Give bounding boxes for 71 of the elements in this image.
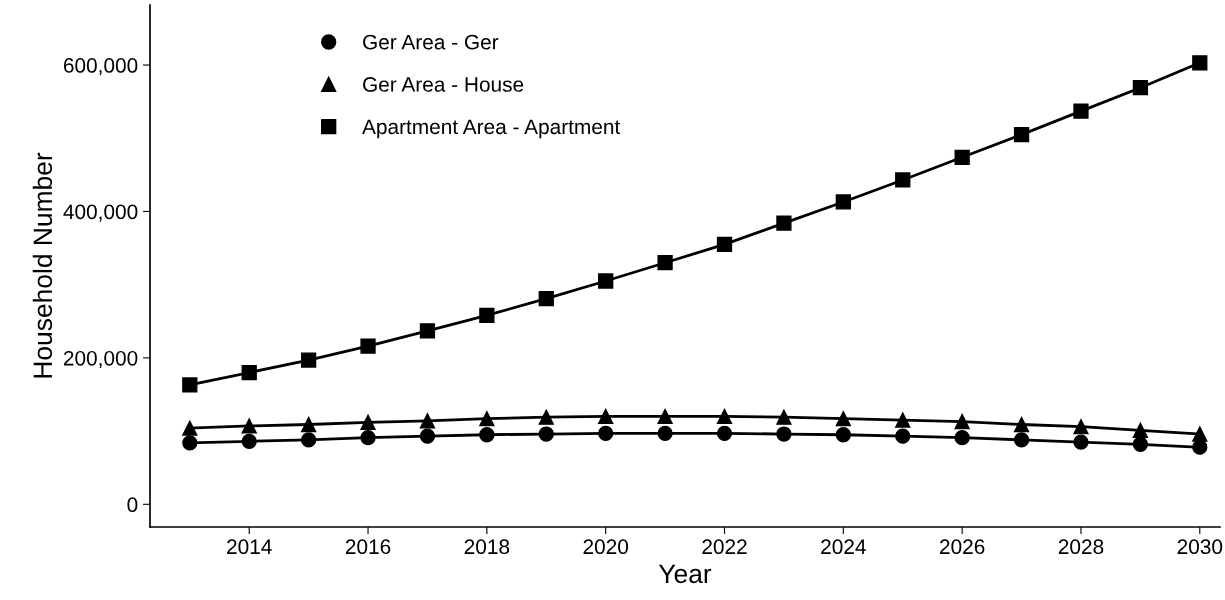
- point: [1013, 416, 1030, 433]
- x-tick-label: 2018: [464, 539, 510, 555]
- point: [598, 408, 614, 425]
- x-tick-label: 2026: [940, 539, 985, 555]
- point: [300, 416, 317, 433]
- x-tick-label: 2022: [702, 539, 747, 555]
- point: [954, 430, 970, 446]
- y-tick-label: 200,000: [63, 350, 138, 369]
- point: [419, 428, 436, 444]
- point: [360, 430, 376, 446]
- legend-label: Ger Area - House: [363, 77, 524, 92]
- point: [1073, 103, 1089, 119]
- legend-label: Ger Area - Ger: [363, 34, 499, 50]
- point: [716, 236, 733, 253]
- x-tick-label: 2020: [583, 539, 629, 555]
- point: [300, 352, 317, 368]
- point: [182, 420, 198, 436]
- point: [1132, 80, 1149, 96]
- point: [598, 273, 614, 289]
- point: [895, 428, 911, 444]
- x-tick-label: 2030: [1177, 539, 1223, 555]
- x-tick-label: 2014: [227, 539, 272, 555]
- point: [182, 435, 198, 451]
- point: [1073, 419, 1089, 435]
- point: [182, 377, 198, 393]
- point: [479, 427, 495, 443]
- point: [657, 408, 673, 425]
- point: [241, 433, 257, 449]
- point: [598, 425, 614, 441]
- x-tick-label: 2024: [821, 539, 866, 555]
- point: [538, 409, 554, 425]
- point: [657, 255, 673, 271]
- point: [419, 413, 436, 429]
- point: [716, 425, 733, 441]
- point: [1073, 434, 1089, 450]
- legend-label: Apartment Area - Apartment: [362, 119, 621, 139]
- point: [954, 413, 970, 430]
- point: [360, 414, 376, 430]
- point: [895, 412, 911, 428]
- point: [538, 290, 554, 307]
- point: [479, 307, 495, 324]
- point: [1192, 55, 1208, 71]
- point: [835, 411, 851, 427]
- point: [241, 364, 257, 381]
- point: [538, 426, 554, 442]
- point: [895, 172, 911, 188]
- point: [1132, 422, 1149, 439]
- point: [419, 323, 436, 339]
- point: [1192, 426, 1208, 442]
- point: [776, 215, 792, 231]
- point: [716, 408, 733, 425]
- point: [1132, 436, 1149, 452]
- point: [835, 194, 851, 210]
- y-tick-label: 0: [127, 497, 138, 513]
- y-axis-title: Household Number: [32, 152, 53, 378]
- point: [360, 338, 376, 354]
- point: [776, 426, 792, 442]
- x-axis-title: Year: [658, 564, 712, 584]
- point: [1013, 126, 1030, 143]
- x-tick-label: 2016: [345, 539, 391, 555]
- y-tick-label: 600,000: [63, 58, 138, 76]
- point: [657, 425, 673, 441]
- y-tick-label: 400,000: [63, 204, 138, 222]
- point: [241, 418, 257, 434]
- point: [1013, 432, 1030, 448]
- point: [300, 432, 317, 448]
- point: [835, 427, 851, 443]
- point: [479, 411, 495, 427]
- point: [954, 149, 970, 165]
- x-tick-label: 2028: [1058, 539, 1104, 555]
- point: [776, 409, 792, 425]
